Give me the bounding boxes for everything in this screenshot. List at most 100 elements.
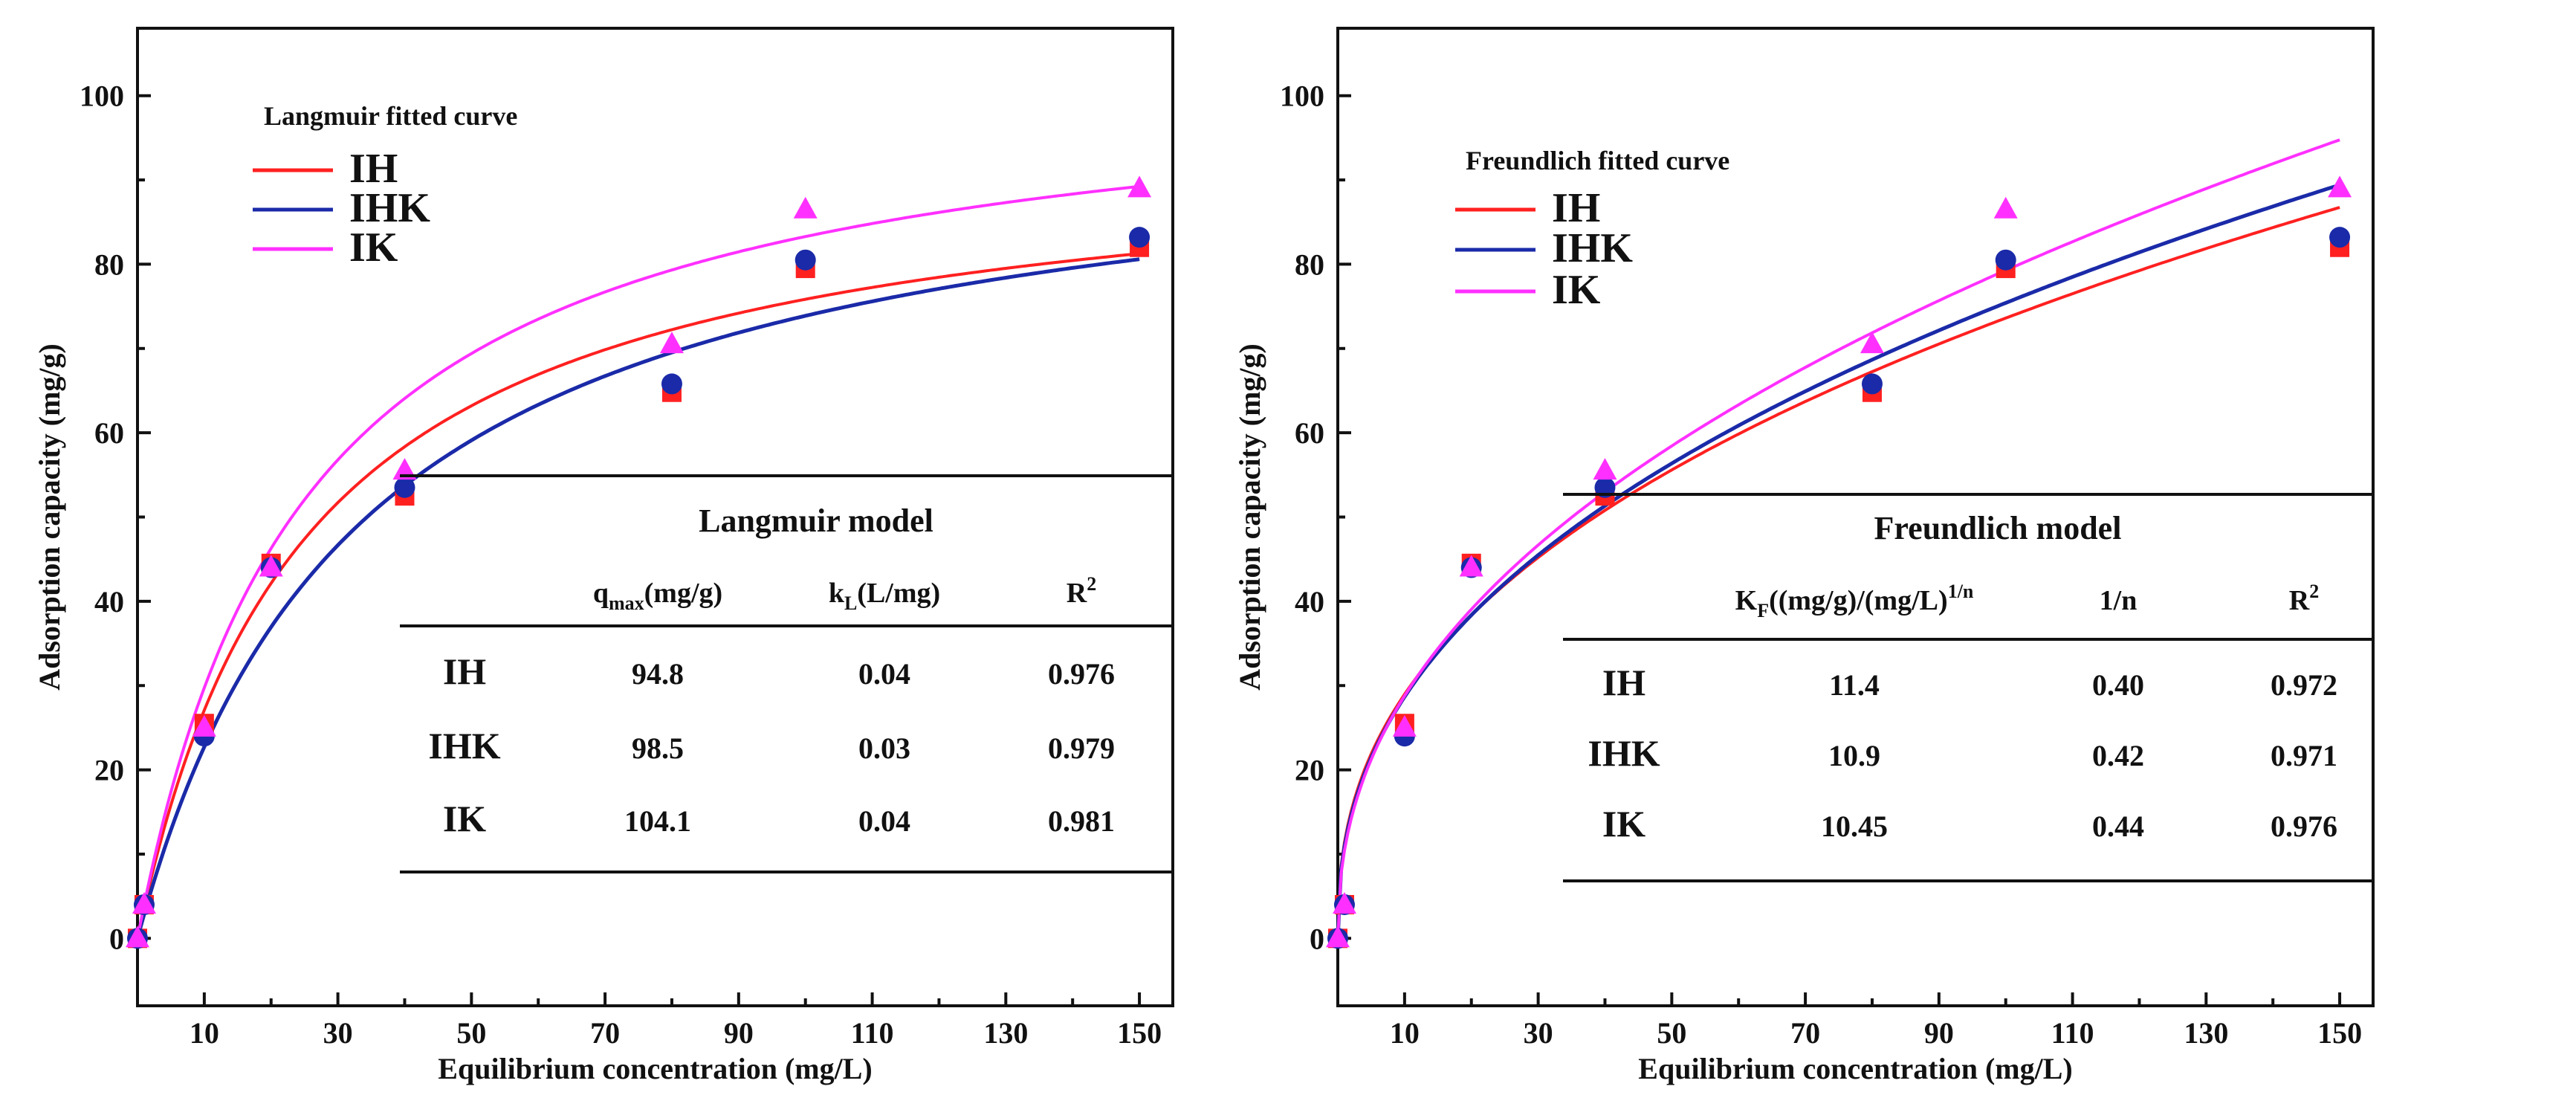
fit-curve-ik [1336,138,2340,939]
x-tick-label-150: 150 [1117,1016,1162,1050]
table-header-3: R2 [1067,573,1096,609]
table-cell-r2-c0: IK [443,798,486,839]
legend-label-ih: IH [349,146,398,192]
x-tick-label-130: 130 [983,1016,1028,1050]
table-cell-r2-c3: 0.981 [1048,804,1115,838]
table-cell-r0-c1: 11.4 [1829,668,1880,702]
fit-curve-ihk [1336,183,2340,939]
x-tick-label-50: 50 [1657,1016,1686,1050]
x-tick-label-130: 130 [2184,1016,2228,1050]
fit-curve-ihk [135,257,1140,939]
x-tick-label-70: 70 [1790,1016,1820,1050]
table-header-2: 1/n [2100,585,2138,616]
marker-ihk-80 [661,373,682,395]
table-cell-r2-c1: 104.1 [624,804,691,838]
x-tick-label-30: 30 [1524,1016,1553,1050]
x-tick-label-50: 50 [456,1016,486,1050]
y-tick-label-40: 40 [1295,585,1324,618]
x-tick-label-110: 110 [2051,1016,2094,1050]
table-header-2: kL(L/mg) [829,578,940,614]
y-tick-label-100: 100 [1280,80,1324,113]
x-tick-label-150: 150 [2317,1016,2362,1050]
table-cell-r2-c0: IK [1602,803,1645,844]
table-header-part: 2 [1087,573,1096,595]
fit-curve-ih [136,252,1140,939]
marker-ik-10 [192,714,216,737]
table-cell-r1-c0: IHK [428,725,500,766]
table-header-part: 1/n [2100,585,2138,616]
y-tick-label-60: 60 [94,416,124,450]
marker-ik-0 [1326,926,1350,948]
table-header-part: 1/n [1948,581,1974,602]
x-tick-label-10: 10 [190,1016,219,1050]
y-tick-label-100: 100 [80,80,124,113]
langmuir-panel: 0 20 40 60 80 100 10 30 50 70 90 110 130 150 Equilibri… [33,27,1174,1085]
y-tick-label-60: 60 [1295,416,1324,450]
table-header-part: L [844,592,857,614]
table-header-1: qmax(mg/g) [593,578,722,614]
marker-ik-150 [2328,175,2352,198]
legend-label-ik: IK [349,225,398,271]
table-cell-r0-c3: 0.972 [2271,668,2337,702]
y-axis-title: Adsorption capacity (mg/g) [33,343,66,691]
marker-ihk-80 [1861,373,1883,395]
table-cell-r0-c0: IH [443,650,486,692]
marker-ik-20 [259,555,283,577]
marker-ik-0 [126,926,149,948]
marker-ihk-40 [1594,477,1616,498]
table-title: Langmuir model [699,503,933,539]
marker-ik-100 [1993,196,2018,219]
table-header-part: R [2289,585,2310,616]
marker-ihk-100 [1995,249,2016,271]
table-cell-r1-c2: 0.42 [2092,739,2144,772]
y-axis-title: Adsorption capacity (mg/g) [1233,343,1266,691]
table-header-1: KF((mg/g)/(mg/L)1/n [1735,581,1974,621]
x-axis-title: Equilibrium concentration (mg/L) [1638,1052,2072,1085]
fit-curve-ik [136,184,1140,939]
table-header-part: ((mg/g)/(mg/L) [1769,585,1948,616]
table-cell-r2-c1: 10.45 [1821,810,1888,843]
table-cell-r2-c2: 0.04 [858,804,910,838]
table-cell-r1-c0: IHK [1588,732,1660,774]
table-cell-r1-c2: 0.03 [858,731,910,765]
table-header-part: F [1757,600,1769,621]
x-tick-label-110: 110 [851,1016,894,1050]
table-title: Freundlich model [1874,510,2122,546]
table-cell-r2-c3: 0.976 [2271,810,2337,843]
y-tick-label-80: 80 [1295,248,1324,281]
table-cell-r1-c3: 0.971 [2271,739,2337,772]
marker-ik-80 [1860,332,1884,354]
marker-ik-1 [132,891,156,914]
y-tick-label-20: 20 [94,754,124,787]
table-header-part: K [1735,585,1758,616]
marker-ihk-150 [2329,227,2351,248]
marker-ik-40 [392,458,417,480]
x-tick-label-10: 10 [1390,1016,1420,1050]
table-cell-r0-c1: 94.8 [632,657,684,691]
legend-title: Langmuir fitted curve [264,101,517,131]
table-header-part: k [829,578,845,609]
x-axis-title: Equilibrium concentration (mg/L) [438,1052,872,1085]
table-cell-r0-c0: IH [1602,662,1645,703]
marker-ik-150 [1127,175,1152,198]
table-header-3: R2 [2289,581,2319,616]
table-cell-r2-c2: 0.44 [2092,810,2144,843]
table-header-part: max [609,592,644,614]
marker-ihk-100 [795,249,816,271]
x-tick-label-30: 30 [323,1016,353,1050]
table-header-part: (L/mg) [857,578,940,609]
marker-ik-10 [1392,714,1417,737]
legend-label-ik: IK [1552,267,1601,313]
x-tick-label-90: 90 [1924,1016,1954,1050]
table-header-part: (mg/g) [644,578,723,609]
marker-ihk-40 [394,477,415,498]
marker-ihk-150 [1129,227,1151,248]
table-cell-r0-c2: 0.04 [858,657,910,691]
marker-ik-80 [659,332,684,354]
legend-label-ih: IH [1552,185,1600,231]
freundlich-panel: 0 20 40 60 80 100 10 30 50 70 90 110 130 150 Equilibri… [1233,27,2375,1085]
legend-label-ihk: IHK [1552,225,1633,271]
y-tick-label-20: 20 [1295,754,1324,787]
marker-ik-40 [1593,458,1617,480]
